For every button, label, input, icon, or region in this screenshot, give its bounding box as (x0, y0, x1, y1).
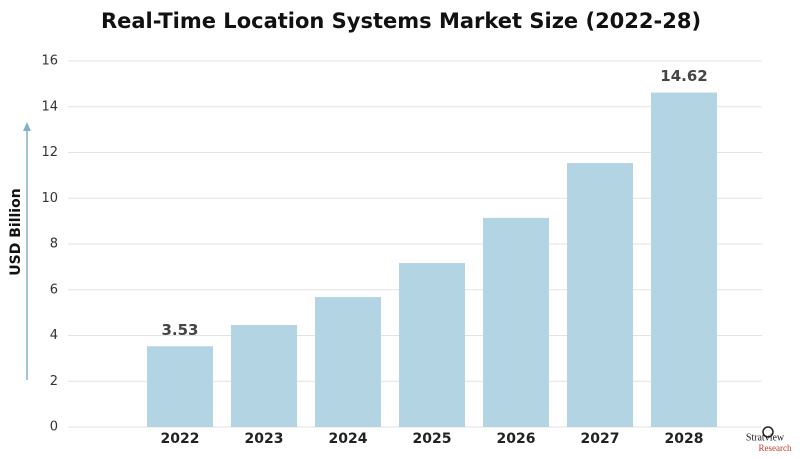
axis-arrow-head (23, 122, 31, 131)
y-tick-label: 8 (50, 237, 58, 252)
y-tick-label: 4 (50, 328, 58, 343)
y-tick-label: 0 (50, 420, 58, 435)
y-tick-label: 16 (41, 54, 58, 69)
bar (147, 346, 213, 427)
x-tick-label: 2022 (161, 431, 200, 447)
logo-icon (762, 426, 774, 438)
y-tick-label: 12 (41, 145, 58, 160)
x-tick-label: 2023 (245, 431, 284, 447)
y-tick-label: 14 (41, 99, 58, 114)
y-axis-label: USD Billion (8, 188, 24, 275)
data-label: 3.53 (161, 321, 198, 339)
bar (399, 262, 465, 427)
bar (483, 217, 549, 427)
bar (231, 324, 297, 427)
x-tick-label: 2025 (413, 431, 452, 447)
y-tick-label: 6 (50, 282, 58, 297)
bar (651, 92, 717, 427)
bar (315, 297, 381, 427)
logo-text: Stratview (746, 432, 785, 443)
x-tick-label: 2026 (497, 431, 536, 447)
y-tick-label: 2 (50, 374, 58, 389)
logo-text: Research (759, 443, 792, 453)
chart-title: Real-Time Location Systems Market Size (… (101, 9, 701, 33)
x-tick-label: 2028 (665, 431, 704, 447)
bar (567, 163, 633, 427)
x-tick-label: 2027 (581, 431, 620, 447)
y-tick-label: 10 (41, 191, 58, 206)
x-tick-label: 2024 (329, 431, 368, 447)
data-label: 14.62 (660, 67, 707, 85)
